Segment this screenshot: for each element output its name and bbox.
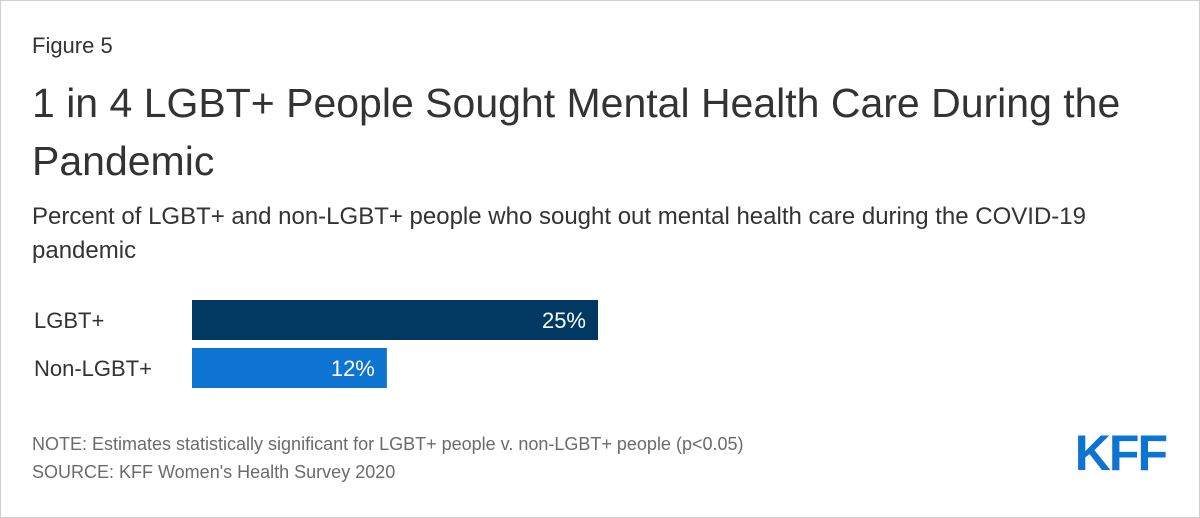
chart-subtitle: Percent of LGBT+ and non-LGBT+ people wh… <box>32 203 1086 264</box>
source-text: SOURCE: KFF Women's Health Survey 2020 <box>32 462 396 482</box>
bar-chart: LGBT+ 25% Non-LGBT+ 12% <box>34 300 598 388</box>
footer-notes: NOTE: Estimates statistically significan… <box>32 430 744 486</box>
note-text: NOTE: Estimates statistically significan… <box>32 434 744 454</box>
chart-title: 1 in 4 LGBT+ People Sought Mental Health… <box>32 80 1121 184</box>
kff-logo: KFF <box>1074 425 1168 481</box>
bar-value-label: 12% <box>331 356 375 381</box>
category-label: LGBT+ <box>34 308 104 333</box>
bar <box>192 348 387 388</box>
figure-label: Figure 5 <box>32 33 113 58</box>
bar-value-label: 25% <box>542 308 586 333</box>
bar <box>192 300 598 340</box>
category-label: Non-LGBT+ <box>34 356 152 381</box>
